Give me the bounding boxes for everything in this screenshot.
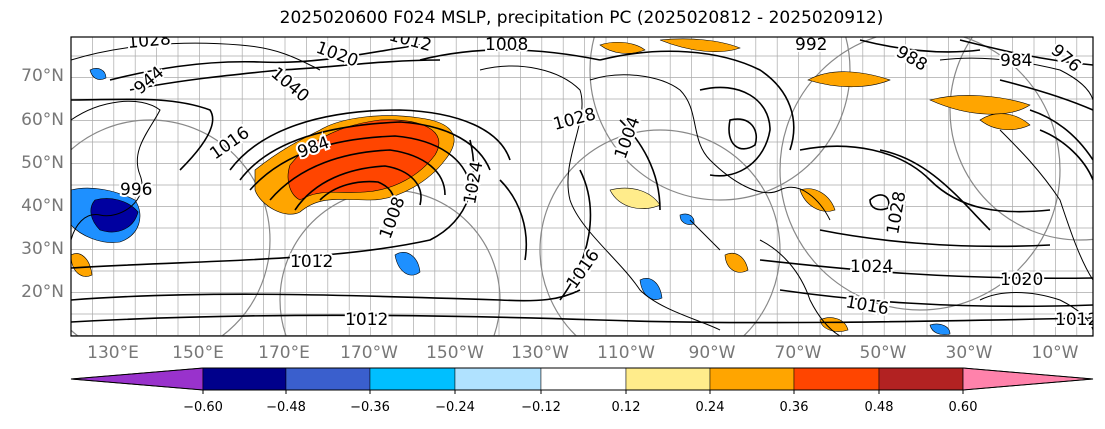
lat-label: 20°N — [21, 282, 64, 302]
colorbar-tick-label: 0.48 — [864, 400, 894, 415]
isobar-label: 1012 — [1055, 310, 1098, 330]
lon-label: 150°E — [172, 343, 224, 363]
colorbar-tick-label: 0.36 — [779, 400, 809, 415]
lon-label: 170°W — [340, 343, 398, 363]
colorbar-tick-label: −0.60 — [183, 400, 223, 415]
isobar-label: 1008 — [485, 35, 528, 55]
lon-label: 130°W — [511, 343, 569, 363]
lat-label: 40°N — [21, 196, 64, 216]
colorbar-segment — [793, 367, 880, 391]
colorbar-segment — [625, 367, 711, 391]
isobars — [71, 39, 1093, 324]
lat-label: 60°N — [21, 110, 64, 130]
graticule — [71, 37, 1093, 336]
lat-label: 50°N — [21, 153, 64, 173]
isobar-label: 996 — [120, 180, 152, 200]
lon-label: 130°E — [87, 343, 139, 363]
lat-label: 70°N — [21, 66, 64, 86]
lon-label: 90°W — [688, 343, 736, 363]
colorbar-tick-label: −0.24 — [435, 400, 475, 415]
lon-label: 170°E — [258, 343, 310, 363]
lon-label: 150°W — [426, 343, 484, 363]
colorbar-tick-label: −0.12 — [521, 400, 561, 415]
colorbar-segment — [454, 367, 542, 391]
colorbar-extend-low — [70, 367, 204, 391]
lon-label: 110°W — [597, 343, 655, 363]
map-frame — [70, 36, 1094, 337]
map-title: 2025020600 F024 MSLP, precipitation PC (… — [279, 8, 884, 28]
isobar-label: 1012 — [345, 310, 388, 330]
lat-label: 30°N — [21, 239, 64, 259]
colorbar-segment — [540, 367, 627, 391]
lon-label: 50°W — [859, 343, 907, 363]
lon-label: 30°W — [945, 343, 993, 363]
colorbar-tick-label: −0.36 — [350, 400, 390, 415]
isobar-label: 1024 — [850, 257, 893, 277]
colorbar-tick-label: 0.24 — [695, 400, 725, 415]
colorbar-segment — [709, 367, 795, 391]
isobar-label: 992 — [795, 35, 827, 55]
colorbar-segment — [285, 367, 371, 391]
map-background — [71, 37, 1093, 336]
lon-label: 10°W — [1031, 343, 1079, 363]
colorbar-segment — [202, 367, 287, 391]
isobar-label: 1028 — [127, 29, 172, 53]
isobar-label: 984 — [1000, 51, 1032, 71]
isobar-label: 1012 — [290, 252, 333, 272]
colorbar-extend-high — [962, 367, 1094, 391]
coastlines — [71, 42, 1093, 336]
colorbar-segment — [369, 367, 456, 391]
colorbar-tick-label: 0.60 — [948, 400, 978, 415]
colorbar-segment — [878, 367, 964, 391]
colorbar-tick-label: 0.12 — [611, 400, 641, 415]
isobar-label: 1020 — [1000, 270, 1043, 290]
lon-label: 70°W — [774, 343, 822, 363]
colorbar-tick-label: −0.48 — [266, 400, 306, 415]
